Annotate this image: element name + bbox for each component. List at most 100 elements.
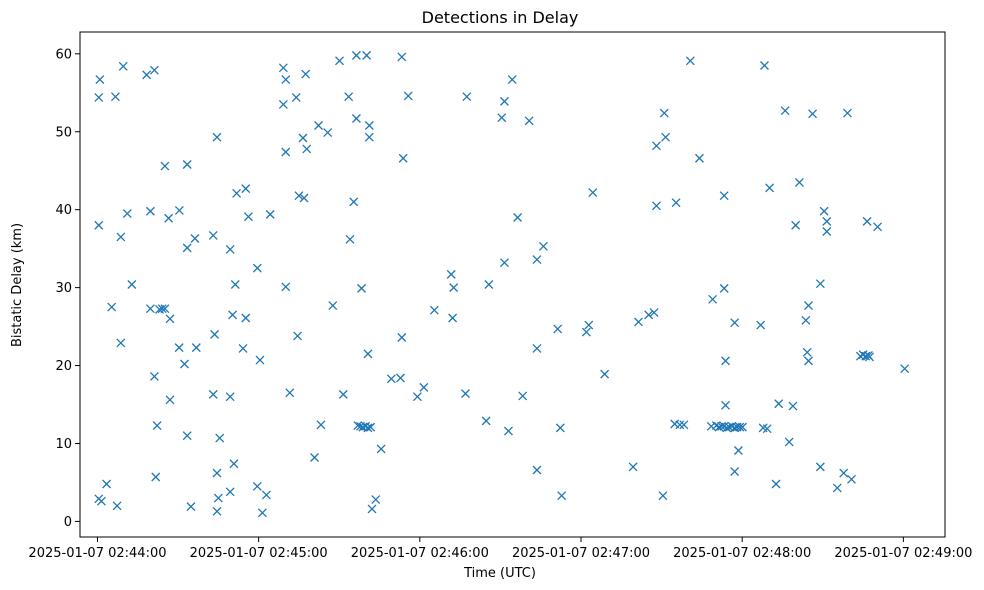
data-point	[484, 280, 494, 289]
data-point	[323, 128, 333, 137]
data-point	[765, 183, 775, 193]
chart-title: Detections in Delay	[422, 8, 579, 27]
data-point	[151, 472, 161, 482]
data-point	[819, 206, 829, 216]
data-point	[532, 255, 542, 265]
data-point	[164, 213, 174, 223]
data-point	[784, 437, 794, 447]
data-point	[762, 424, 772, 434]
data-point	[145, 206, 155, 216]
data-point	[116, 232, 126, 242]
data-point	[238, 343, 248, 353]
data-point	[190, 234, 200, 243]
data-point	[215, 433, 225, 443]
data-point	[822, 216, 832, 226]
data-point	[804, 301, 813, 311]
data-point	[584, 320, 594, 330]
data-point	[808, 109, 818, 119]
data-point	[513, 213, 523, 222]
data-point	[278, 100, 288, 109]
data-point	[160, 161, 170, 171]
data-point	[661, 132, 671, 142]
data-point	[412, 392, 422, 402]
data-point	[553, 324, 563, 334]
data-point	[675, 420, 685, 430]
y-tick-label: 50	[55, 125, 72, 140]
x-tick-label: 2025-01-07 02:45:00	[190, 546, 328, 561]
data-point	[504, 426, 513, 436]
data-point	[780, 106, 790, 116]
data-point	[299, 193, 309, 203]
data-point	[174, 206, 184, 215]
data-point	[94, 220, 104, 230]
data-point	[873, 222, 883, 232]
data-point	[507, 75, 517, 84]
data-point	[212, 468, 222, 478]
x-tick-label: 2025-01-07 02:44:00	[28, 546, 166, 561]
data-point	[499, 258, 509, 268]
data-point	[733, 446, 743, 455]
data-point	[839, 468, 849, 478]
data-point	[555, 423, 565, 433]
data-point	[429, 305, 439, 315]
data-point	[403, 91, 413, 101]
data-point	[719, 283, 729, 293]
data-point	[208, 389, 218, 399]
data-point	[497, 113, 507, 123]
data-point	[351, 50, 361, 60]
data-point	[335, 56, 344, 66]
data-point	[94, 93, 104, 102]
data-point	[302, 144, 312, 154]
data-point	[581, 327, 591, 337]
data-point	[363, 423, 373, 433]
data-point	[208, 230, 218, 240]
data-point	[228, 310, 238, 320]
data-point	[397, 52, 407, 62]
y-tick-label: 10	[55, 437, 72, 452]
data-point	[588, 188, 598, 197]
data-point	[822, 227, 832, 236]
data-point	[225, 244, 235, 254]
data-point	[717, 421, 726, 431]
data-point	[142, 70, 152, 80]
data-point	[182, 243, 192, 253]
data-point	[461, 389, 470, 399]
data-point	[557, 491, 567, 501]
data-point	[157, 304, 167, 314]
data-point	[225, 392, 235, 402]
data-point	[111, 92, 120, 102]
data-point	[281, 75, 291, 84]
data-point	[328, 301, 338, 311]
data-point	[419, 382, 429, 392]
data-point	[397, 333, 407, 342]
data-point	[107, 302, 117, 312]
data-point	[127, 280, 137, 289]
data-point	[371, 495, 381, 505]
x-tick-label: 2025-01-07 02:46:00	[351, 546, 489, 561]
data-point	[649, 308, 659, 318]
data-point	[671, 198, 681, 208]
data-point	[174, 343, 184, 353]
y-tick-label: 60	[55, 47, 72, 62]
data-point	[191, 343, 201, 353]
data-point	[364, 121, 374, 130]
data-point	[255, 355, 265, 365]
data-point	[362, 50, 372, 60]
data-point	[232, 188, 242, 198]
data-point	[791, 220, 801, 230]
data-point	[165, 314, 175, 324]
data-point	[316, 420, 326, 430]
data-point	[345, 234, 355, 244]
data-point	[756, 320, 766, 330]
x-tick-label: 2025-01-07 02:47:00	[512, 546, 650, 561]
data-point	[532, 465, 542, 475]
data-point	[499, 96, 509, 106]
data-point	[367, 504, 377, 514]
data-point	[212, 506, 222, 516]
data-point	[600, 369, 610, 379]
data-point	[788, 401, 798, 411]
data-point	[145, 304, 155, 314]
data-point	[310, 453, 319, 462]
data-point	[257, 508, 267, 518]
